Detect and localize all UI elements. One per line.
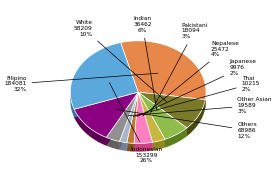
- Polygon shape: [138, 92, 187, 136]
- Polygon shape: [106, 92, 138, 146]
- Polygon shape: [138, 92, 187, 139]
- Text: Nepalese
25472
4%: Nepalese 25472 4%: [143, 41, 239, 116]
- Polygon shape: [74, 92, 138, 117]
- Polygon shape: [106, 92, 138, 142]
- Text: Pakistani
18094
3%: Pakistani 18094 3%: [150, 23, 208, 114]
- Polygon shape: [70, 43, 138, 109]
- Polygon shape: [127, 92, 138, 151]
- Text: Filipino
184081
32%: Filipino 184081 32%: [4, 73, 158, 92]
- Polygon shape: [138, 92, 152, 151]
- Text: Other Asian
19589
3%: Other Asian 19589 3%: [128, 97, 272, 116]
- Text: Thai
10215
2%: Thai 10215 2%: [133, 76, 260, 116]
- Polygon shape: [119, 92, 138, 150]
- Polygon shape: [138, 92, 165, 148]
- Polygon shape: [138, 92, 165, 148]
- Text: White
58209
10%: White 58209 10%: [74, 20, 167, 102]
- Polygon shape: [138, 92, 205, 108]
- Polygon shape: [138, 92, 165, 142]
- Polygon shape: [127, 143, 134, 152]
- Polygon shape: [152, 139, 165, 151]
- Polygon shape: [134, 92, 138, 152]
- Text: Others
68986
12%: Others 68986 12%: [115, 109, 257, 138]
- Polygon shape: [138, 92, 187, 136]
- Polygon shape: [119, 92, 138, 143]
- Polygon shape: [138, 92, 152, 151]
- Text: Indonesian
153299
26%: Indonesian 153299 26%: [109, 83, 162, 163]
- Polygon shape: [74, 92, 138, 137]
- Polygon shape: [70, 92, 74, 117]
- Polygon shape: [138, 92, 205, 108]
- Polygon shape: [134, 92, 152, 144]
- Polygon shape: [74, 109, 106, 146]
- Polygon shape: [134, 92, 138, 152]
- Polygon shape: [205, 93, 206, 108]
- Polygon shape: [119, 142, 127, 151]
- Polygon shape: [127, 92, 138, 143]
- Text: Japanese
9976
2%: Japanese 9976 2%: [137, 59, 256, 116]
- Polygon shape: [119, 92, 138, 150]
- Polygon shape: [106, 137, 119, 150]
- Polygon shape: [138, 92, 205, 128]
- Polygon shape: [187, 100, 205, 136]
- Polygon shape: [165, 128, 187, 148]
- Polygon shape: [74, 92, 138, 117]
- Polygon shape: [134, 142, 152, 152]
- Polygon shape: [127, 92, 138, 151]
- Polygon shape: [106, 92, 138, 146]
- Text: Indian
36462
6%: Indian 36462 6%: [133, 16, 157, 111]
- Polygon shape: [121, 41, 206, 100]
